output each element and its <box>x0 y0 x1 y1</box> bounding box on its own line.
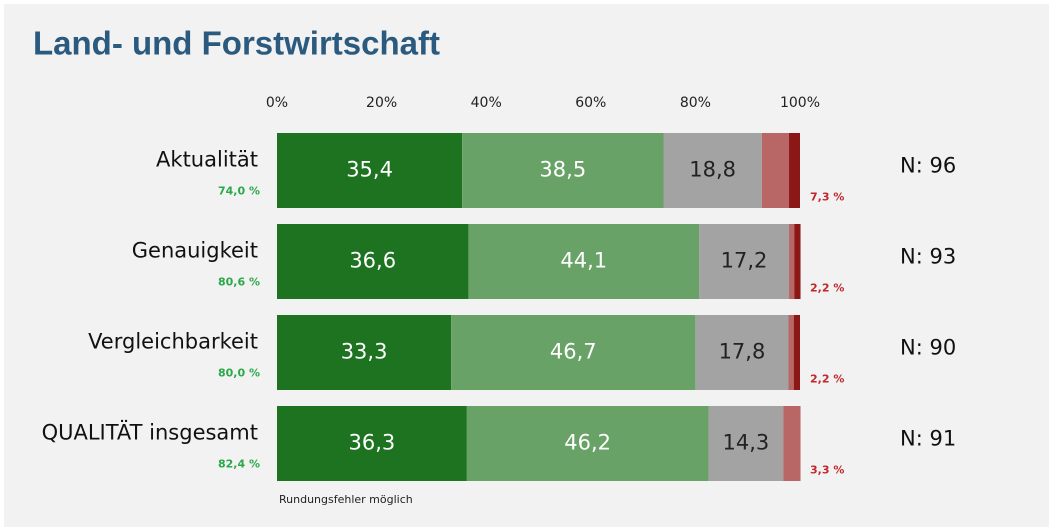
n-label: N: 96 <box>900 154 956 178</box>
bar-segment <box>277 406 467 481</box>
bar-segment <box>277 315 452 390</box>
bar-segment <box>277 133 463 208</box>
bar-segment <box>789 224 795 299</box>
value-label: 35,4 <box>346 158 393 182</box>
bar-segment <box>708 406 784 481</box>
x-tick-label: 0% <box>266 95 288 111</box>
bar-segment <box>699 224 790 299</box>
bar-segment <box>277 224 469 299</box>
x-tick-label: 40% <box>471 95 502 111</box>
category-label: Aktualität <box>156 148 258 172</box>
category-label: QUALITÄT insgesamt <box>42 420 258 445</box>
chart-title: Land- und Forstwirtschaft <box>33 25 440 62</box>
value-label: 36,3 <box>349 431 396 455</box>
x-tick-label: 80% <box>680 95 711 111</box>
value-label: 44,1 <box>560 249 607 273</box>
bar-segment <box>788 315 794 390</box>
bar-segment <box>468 224 700 299</box>
n-label: N: 91 <box>900 427 956 451</box>
bar-segment <box>663 133 762 208</box>
value-label: 33,3 <box>341 340 388 364</box>
bar-segment <box>793 315 800 390</box>
value-label: 18,8 <box>689 158 736 182</box>
x-tick-label: 60% <box>575 95 606 111</box>
bar-segment <box>695 315 789 390</box>
value-label: 17,2 <box>721 249 768 273</box>
bar-segment <box>794 224 801 299</box>
n-label: N: 93 <box>900 245 956 269</box>
bar-segment <box>783 406 801 481</box>
value-label: 17,8 <box>719 340 766 364</box>
negative-label: 7,3 % <box>810 191 844 204</box>
value-label: 14,3 <box>722 431 769 455</box>
negative-label: 3,3 % <box>810 464 844 477</box>
bar-segment <box>462 133 664 208</box>
value-label: 36,6 <box>349 249 396 273</box>
bar-segment <box>451 315 696 390</box>
bar-segment <box>466 406 709 481</box>
positive-label: 74,0 % <box>218 185 260 198</box>
negative-label: 2,2 % <box>810 373 844 386</box>
positive-label: 80,0 % <box>218 367 260 380</box>
positive-label: 82,4 % <box>218 458 260 471</box>
n-label: N: 90 <box>900 336 956 360</box>
value-label: 38,5 <box>539 158 586 182</box>
value-label: 46,7 <box>550 340 597 364</box>
bar-segment <box>761 133 790 208</box>
category-label: Vergleichbarkeit <box>88 330 258 354</box>
negative-label: 2,2 % <box>810 282 844 295</box>
bar-segment <box>789 133 800 208</box>
x-tick-label: 100% <box>780 95 820 111</box>
value-label: 46,2 <box>564 431 611 455</box>
x-tick-label: 20% <box>366 95 397 111</box>
category-label: Genauigkeit <box>132 239 258 263</box>
note: Rundungsfehler möglich <box>279 493 413 506</box>
positive-label: 80,6 % <box>218 276 260 289</box>
